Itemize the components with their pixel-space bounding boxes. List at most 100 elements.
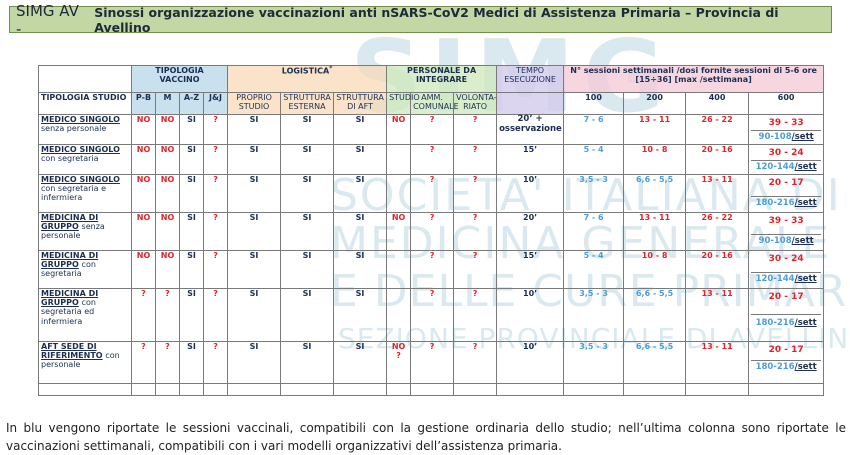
cell-sessioni-400: 13 - 11 bbox=[685, 341, 750, 384]
cell-sessioni-600: 39 - 33 90-108/sett bbox=[748, 212, 825, 251]
cell-vaccino-pb: NO bbox=[131, 114, 156, 145]
cell-struttura-esterna: SI bbox=[280, 288, 335, 342]
cell-personale-studio bbox=[386, 288, 412, 342]
row-label: MEDICINA DI GRUPPO senza personale bbox=[38, 212, 132, 251]
cell-vaccino-az: SI bbox=[179, 341, 204, 384]
cell-proprio-studio: SI bbox=[227, 341, 282, 384]
cell-sessioni-600: 20 - 17 180-216/sett bbox=[748, 341, 825, 384]
cell-amm-comunale: ? bbox=[410, 250, 455, 289]
cell-sessioni-600: 20 - 17 180-216/sett bbox=[748, 288, 825, 342]
cell-struttura-esterna: SI bbox=[280, 174, 335, 213]
cell-amm-comunale: ? bbox=[410, 288, 455, 342]
header-logistica-mark: * bbox=[329, 65, 333, 72]
cell-sessioni-400: 13 - 11 bbox=[685, 174, 750, 213]
cell-vaccino-jj: ? bbox=[202, 250, 229, 289]
cell-vaccino-pb: NO bbox=[131, 144, 156, 175]
cell-sessioni-100: 5 - 4 bbox=[563, 250, 625, 289]
row-label: MEDICINA DI GRUPPO con segretaria bbox=[38, 250, 132, 289]
table-row: MEDICO SINGOLO senza personale NO NO SI … bbox=[38, 114, 825, 145]
cell-sessioni-200: 10 - 8 bbox=[623, 144, 687, 175]
header-dose-600: 600 bbox=[748, 92, 825, 115]
cell-volontariato: ? bbox=[453, 174, 498, 213]
cell-proprio-studio: SI bbox=[227, 174, 282, 213]
cell-sessioni-100: 7 - 6 bbox=[563, 114, 625, 145]
cell-personale-studio: NO ? bbox=[386, 341, 412, 384]
table-row: MEDICINA DI GRUPPO senza personale NO NO… bbox=[38, 212, 825, 251]
cell-sessioni-600: 30 - 24 120-144/sett bbox=[748, 250, 825, 289]
header-logistica-text: LOGISTICA bbox=[281, 66, 330, 76]
cell-vaccino-pb: NO bbox=[131, 174, 156, 213]
header-personale: PERSONALE DA INTEGRARE bbox=[386, 65, 498, 93]
cell-personale-studio bbox=[386, 174, 412, 213]
cell-struttura-esterna: SI bbox=[280, 114, 335, 145]
header-blank bbox=[38, 65, 132, 93]
cell-volontariato: ? bbox=[453, 212, 498, 251]
cell-vaccino-jj: ? bbox=[202, 144, 229, 175]
vaccination-table: TIPOLOGIA VACCINO LOGISTICA* PERSONALE D… bbox=[38, 65, 825, 396]
cell-vaccino-az: SI bbox=[179, 114, 204, 145]
cell-volontariato: ? bbox=[453, 341, 498, 384]
cell-volontariato: ? bbox=[453, 288, 498, 342]
table-row: MEDICO SINGOLO con segretaria NO NO SI ?… bbox=[38, 144, 825, 175]
cell-struttura-esterna: SI bbox=[280, 250, 335, 289]
cell-sessioni-200: 6,6 - 5,5 bbox=[623, 288, 687, 342]
cell-tempo: 20’ + osservazione bbox=[496, 114, 565, 145]
cell-struttura-esterna: SI bbox=[280, 212, 335, 251]
row-label: MEDICO SINGOLO con segretaria e infermie… bbox=[38, 174, 132, 213]
cell-struttura-aft: SI bbox=[333, 174, 388, 213]
cell-struttura-esterna: SI bbox=[280, 341, 335, 384]
table-row: MEDICINA DI GRUPPO con segretaria ed inf… bbox=[38, 288, 825, 342]
cell-tempo: 10’ bbox=[496, 174, 565, 213]
cell-sessioni-200: 6,6 - 5,5 bbox=[623, 174, 687, 213]
title-text: Sinossi organizzazione vaccinazioni anti… bbox=[94, 4, 779, 35]
cell-vaccino-jj: ? bbox=[202, 114, 229, 145]
cell-vaccino-jj: ? bbox=[202, 341, 229, 384]
header-logistica: LOGISTICA* bbox=[227, 65, 388, 93]
row-label: MEDICO SINGOLO senza personale bbox=[38, 114, 132, 145]
cell-volontariato: ? bbox=[453, 144, 498, 175]
cell-sessioni-200: 10 - 8 bbox=[623, 250, 687, 289]
cell-struttura-esterna: SI bbox=[280, 144, 335, 175]
header-dose-100: 100 bbox=[563, 92, 625, 115]
header-volontariato: VOLONTA-RIATO bbox=[453, 92, 498, 115]
cell-tempo: 15’ bbox=[496, 250, 565, 289]
cell-personale-studio bbox=[386, 144, 412, 175]
cell-amm-comunale: ? bbox=[410, 174, 455, 213]
cell-volontariato: ? bbox=[453, 250, 498, 289]
cell-personale-studio bbox=[386, 250, 412, 289]
cell-sessioni-200: 13 - 11 bbox=[623, 212, 687, 251]
cell-sessioni-100: 3,5 - 3 bbox=[563, 341, 625, 384]
cell-proprio-studio: SI bbox=[227, 212, 282, 251]
cell-sessioni-600: 30 - 24 120-144/sett bbox=[748, 144, 825, 175]
cell-vaccino-m: NO bbox=[155, 250, 180, 289]
cell-vaccino-m: NO bbox=[155, 174, 180, 213]
cell-vaccino-pb: NO bbox=[131, 212, 156, 251]
cell-sessioni-100: 3,5 - 3 bbox=[563, 174, 625, 213]
cell-vaccino-az: SI bbox=[179, 250, 204, 289]
row-label: MEDICO SINGOLO con segretaria bbox=[38, 144, 132, 175]
cell-proprio-studio: SI bbox=[227, 114, 282, 145]
header-vaccino-m: M bbox=[155, 92, 180, 115]
cell-struttura-aft: SI bbox=[333, 212, 388, 251]
cell-amm-comunale: ? bbox=[410, 212, 455, 251]
header-vaccino-jj: J&J bbox=[202, 92, 229, 115]
header-tipologia-studio: TIPOLOGIA STUDIO bbox=[38, 92, 132, 115]
cell-volontariato: ? bbox=[453, 114, 498, 145]
cell-tempo: 10’ bbox=[496, 341, 565, 384]
header-struttura-esterna: STRUTTURA ESTERNA bbox=[280, 92, 335, 115]
cell-vaccino-jj: ? bbox=[202, 288, 229, 342]
cell-vaccino-pb: NO bbox=[131, 250, 156, 289]
cell-sessioni-100: 3,5 - 3 bbox=[563, 288, 625, 342]
cell-vaccino-pb: ? bbox=[131, 288, 156, 342]
cell-tempo: 10’ bbox=[496, 288, 565, 342]
cell-amm-comunale: ? bbox=[410, 114, 455, 145]
header-tempo-blank bbox=[496, 92, 565, 115]
cell-proprio-studio: SI bbox=[227, 144, 282, 175]
cell-sessioni-100: 7 - 6 bbox=[563, 212, 625, 251]
header-tipologia-vaccino: TIPOLOGIA VACCINO bbox=[130, 65, 229, 93]
row-label: MEDICINA DI GRUPPO con segretaria ed inf… bbox=[38, 288, 132, 342]
cell-sessioni-100: 5 - 4 bbox=[563, 144, 625, 175]
cell-vaccino-az: SI bbox=[179, 144, 204, 175]
cell-vaccino-m: NO bbox=[155, 212, 180, 251]
cell-sessioni-600: 20 - 17 180-216/sett bbox=[748, 174, 825, 213]
